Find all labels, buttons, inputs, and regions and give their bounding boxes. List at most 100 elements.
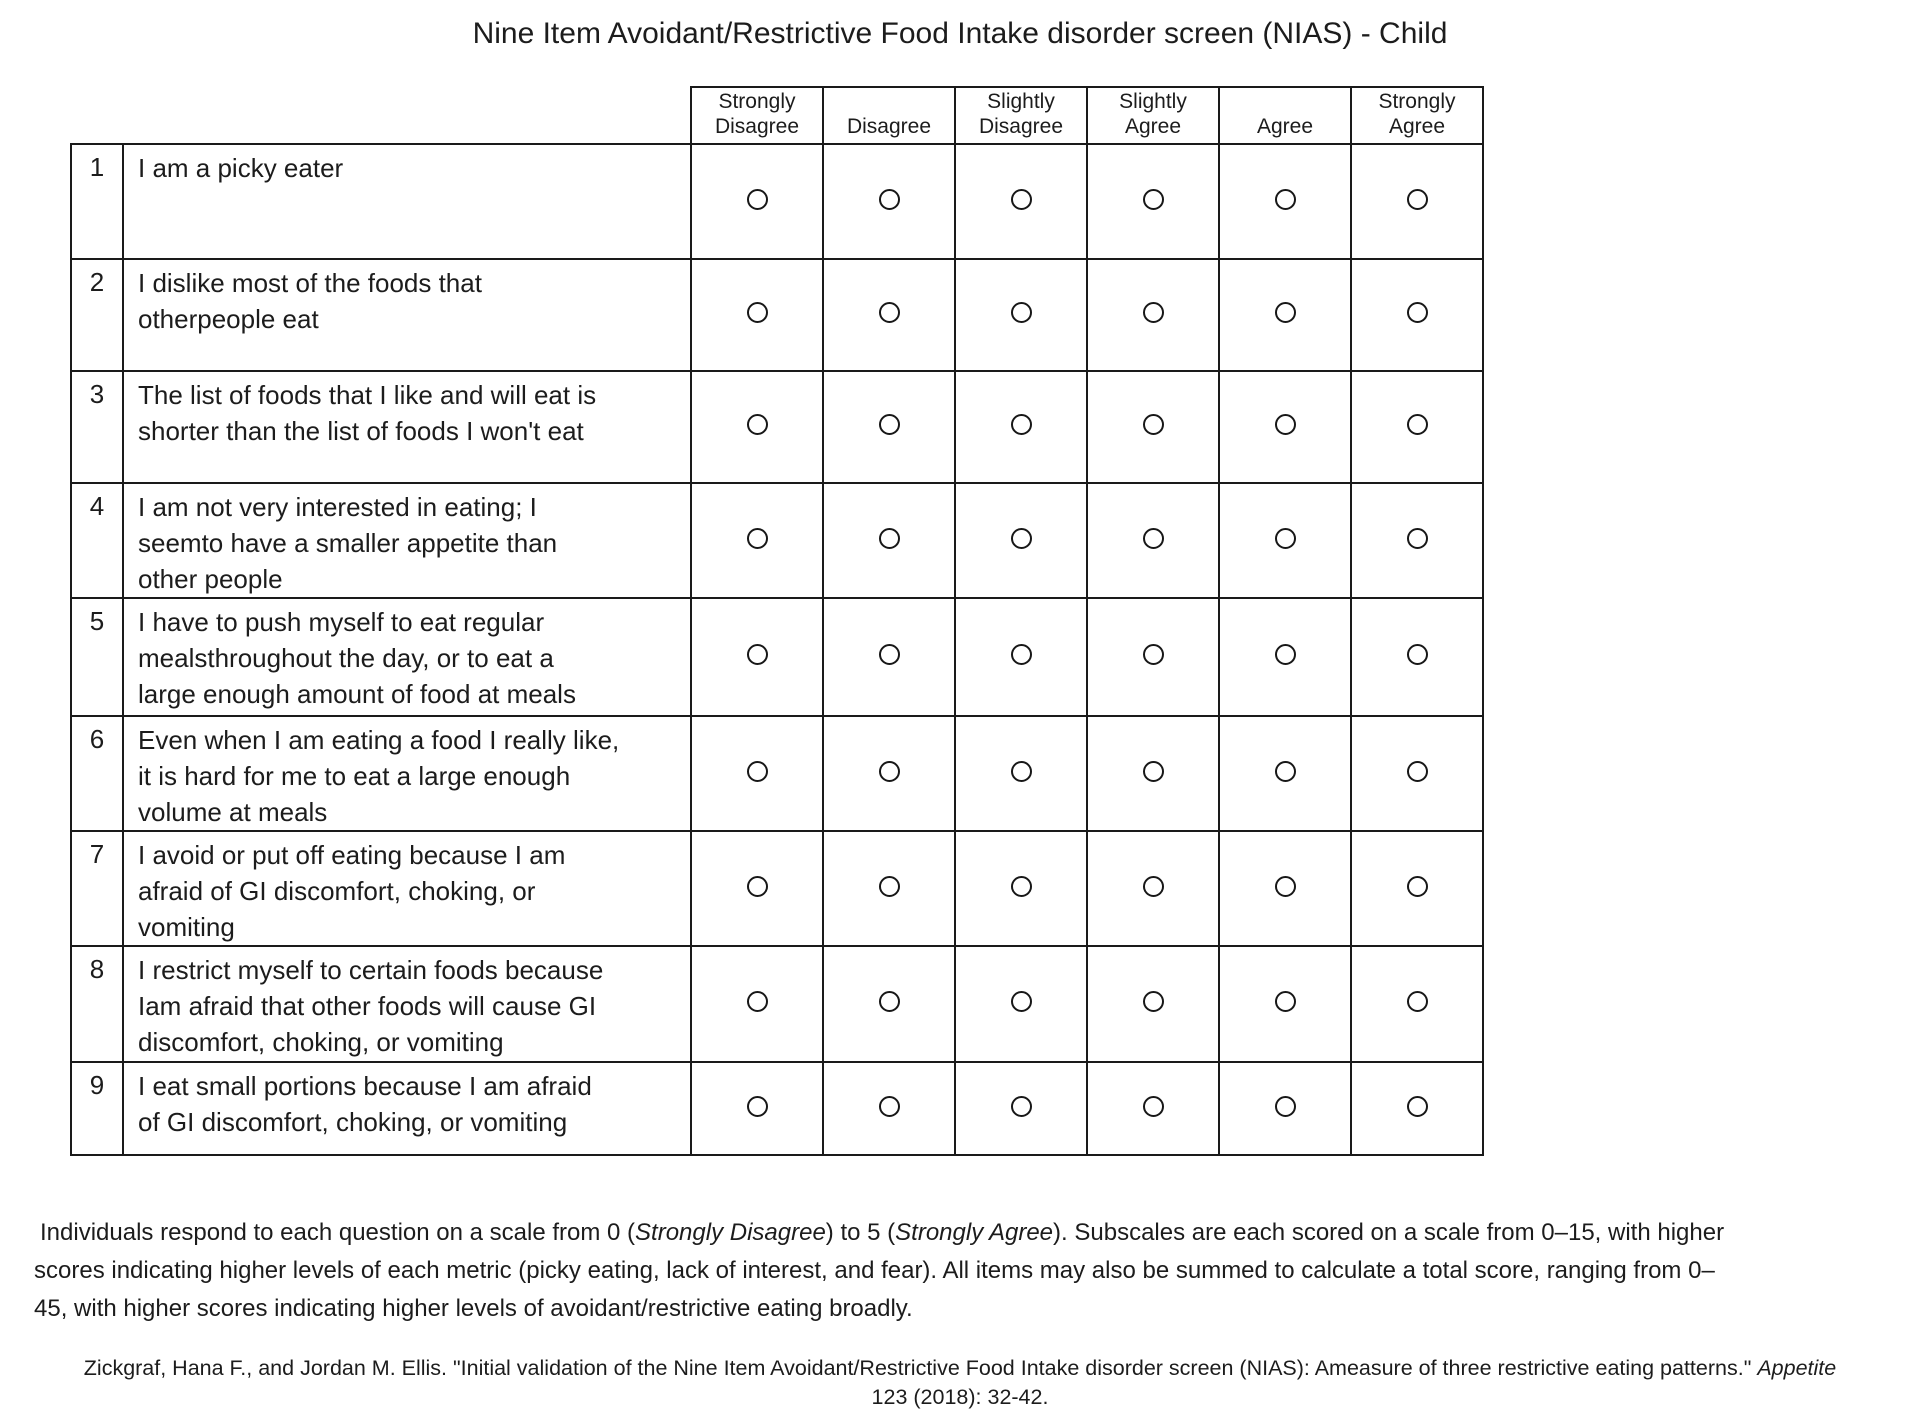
scale-label-strongly-agree: Strongly Agree <box>895 1219 1054 1246</box>
question-text: I have to push myself to eat regular mea… <box>122 597 692 717</box>
radio-strongly-disagree[interactable] <box>746 527 768 549</box>
radio-disagree[interactable] <box>878 644 900 665</box>
question-row-8: 8 I restrict myself to certain foods bec… <box>70 945 1484 1063</box>
radio-agree[interactable] <box>1274 644 1296 665</box>
radio-strongly-agree[interactable] <box>1406 991 1428 1012</box>
radio-strongly-disagree[interactable] <box>746 644 768 665</box>
radio-agree[interactable] <box>1274 1095 1296 1117</box>
radio-disagree[interactable] <box>878 760 900 782</box>
radio-agree[interactable] <box>1274 527 1296 549</box>
radio-agree[interactable] <box>1274 302 1296 323</box>
column-header-strongly-agree: Strongly Agree <box>1350 86 1484 145</box>
radio-cell <box>822 945 956 1063</box>
radio-cell <box>1218 370 1352 484</box>
radio-slightly-agree[interactable] <box>1142 414 1164 435</box>
radio-disagree[interactable] <box>878 991 900 1012</box>
radio-cell <box>1350 945 1484 1063</box>
radio-strongly-agree[interactable] <box>1406 188 1428 210</box>
radio-disagree[interactable] <box>878 414 900 435</box>
radio-cell <box>1086 258 1220 372</box>
radio-cell <box>690 258 824 372</box>
radio-slightly-disagree[interactable] <box>1010 991 1032 1012</box>
radio-cell <box>1218 143 1352 260</box>
radio-strongly-disagree[interactable] <box>746 1095 768 1117</box>
radio-strongly-agree[interactable] <box>1406 527 1428 549</box>
radio-slightly-agree[interactable] <box>1142 760 1164 782</box>
radio-cell <box>1086 945 1220 1063</box>
question-number: 5 <box>70 597 124 717</box>
citation-issue: 123 (2018): 32-42. <box>871 1385 1049 1409</box>
radio-cell <box>822 1061 956 1156</box>
radio-slightly-agree[interactable] <box>1142 991 1164 1012</box>
radio-agree[interactable] <box>1274 991 1296 1012</box>
radio-cell <box>1218 482 1352 599</box>
radio-cell <box>954 370 1088 484</box>
radio-strongly-agree[interactable] <box>1406 760 1428 782</box>
question-row-5: 5 I have to push myself to eat regular m… <box>70 597 1484 717</box>
radio-strongly-agree[interactable] <box>1406 414 1428 435</box>
radio-cell <box>1350 597 1484 717</box>
radio-slightly-agree[interactable] <box>1142 875 1164 897</box>
radio-slightly-agree[interactable] <box>1142 527 1164 549</box>
question-text: I am not very interested in eating; I se… <box>122 482 692 599</box>
radio-disagree[interactable] <box>878 302 900 323</box>
radio-agree[interactable] <box>1274 414 1296 435</box>
question-text: I restrict myself to certain foods becau… <box>122 945 692 1063</box>
radio-slightly-agree[interactable] <box>1142 302 1164 323</box>
radio-slightly-agree[interactable] <box>1142 1095 1164 1117</box>
radio-cell <box>1350 482 1484 599</box>
radio-slightly-disagree[interactable] <box>1010 1095 1032 1117</box>
radio-slightly-disagree[interactable] <box>1010 644 1032 665</box>
nias-form-page: Nine Item Avoidant/Restrictive Food Inta… <box>0 16 1920 1412</box>
citation: Zickgraf, Hana F., and Jordan M. Ellis. … <box>40 1354 1880 1412</box>
radio-slightly-disagree[interactable] <box>1010 875 1032 897</box>
radio-disagree[interactable] <box>878 875 900 897</box>
radio-agree[interactable] <box>1274 188 1296 210</box>
radio-cell <box>954 830 1088 947</box>
radio-disagree[interactable] <box>878 1095 900 1117</box>
radio-cell <box>690 830 824 947</box>
radio-slightly-disagree[interactable] <box>1010 188 1032 210</box>
radio-agree[interactable] <box>1274 760 1296 782</box>
radio-slightly-disagree[interactable] <box>1010 527 1032 549</box>
radio-disagree[interactable] <box>878 527 900 549</box>
question-text: The list of foods that I like and will e… <box>122 370 692 484</box>
radio-slightly-disagree[interactable] <box>1010 414 1032 435</box>
radio-cell <box>954 482 1088 599</box>
radio-strongly-agree[interactable] <box>1406 644 1428 665</box>
radio-disagree[interactable] <box>878 188 900 210</box>
radio-slightly-agree[interactable] <box>1142 188 1164 210</box>
radio-slightly-disagree[interactable] <box>1010 760 1032 782</box>
radio-strongly-agree[interactable] <box>1406 1095 1428 1117</box>
radio-strongly-disagree[interactable] <box>746 188 768 210</box>
radio-strongly-disagree[interactable] <box>746 991 768 1012</box>
radio-cell <box>822 715 956 832</box>
radio-cell <box>822 143 956 260</box>
radio-slightly-agree[interactable] <box>1142 644 1164 665</box>
radio-strongly-agree[interactable] <box>1406 302 1428 323</box>
radio-strongly-disagree[interactable] <box>746 760 768 782</box>
scoring-note-text: Individuals respond to each question on … <box>40 1219 636 1246</box>
radio-cell <box>1218 597 1352 717</box>
radio-cell <box>954 258 1088 372</box>
radio-cell <box>822 482 956 599</box>
radio-cell <box>1086 597 1220 717</box>
header-row: Strongly Disagree Disagree Slightly Disa… <box>71 86 1484 145</box>
radio-agree[interactable] <box>1274 875 1296 897</box>
radio-strongly-disagree[interactable] <box>746 302 768 323</box>
radio-slightly-disagree[interactable] <box>1010 302 1032 323</box>
radio-cell <box>1218 830 1352 947</box>
radio-cell <box>822 597 956 717</box>
radio-cell <box>1218 1061 1352 1156</box>
nias-question-table: Strongly Disagree Disagree Slightly Disa… <box>70 86 1484 1156</box>
radio-cell <box>690 482 824 599</box>
radio-strongly-agree[interactable] <box>1406 875 1428 897</box>
column-header-disagree: Disagree <box>822 86 956 145</box>
radio-strongly-disagree[interactable] <box>746 414 768 435</box>
question-text: I eat small portions because I am afraid… <box>122 1061 692 1156</box>
question-row-4: 4 I am not very interested in eating; I … <box>70 482 1484 599</box>
question-number: 8 <box>70 945 124 1063</box>
radio-cell <box>822 258 956 372</box>
radio-strongly-disagree[interactable] <box>746 875 768 897</box>
question-row-2: 2 I dislike most of the foods that other… <box>70 258 1484 372</box>
